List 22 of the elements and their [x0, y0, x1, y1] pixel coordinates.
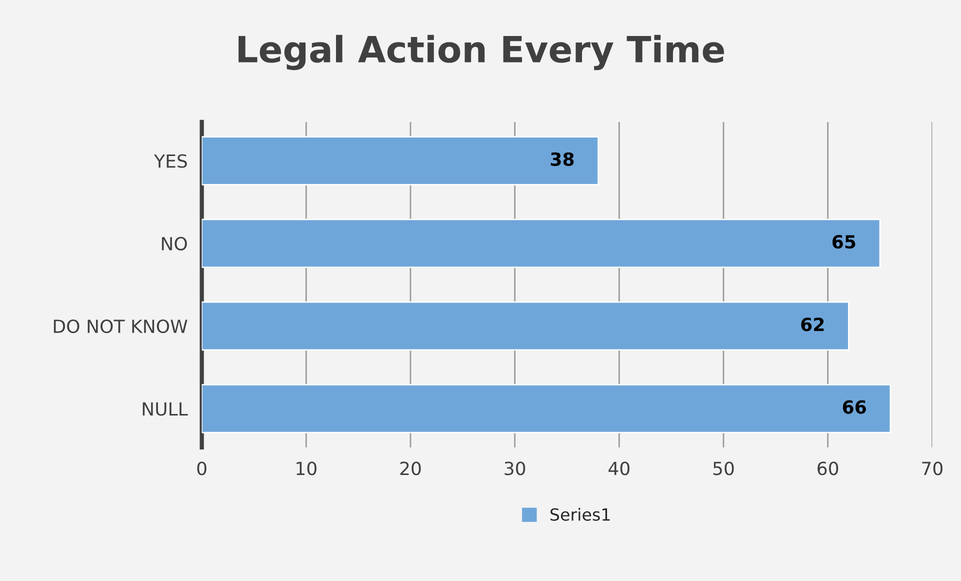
x-tick-label: 70	[922, 462, 942, 476]
x-tick-label: 10	[296, 462, 316, 476]
data-label: 38	[550, 152, 574, 166]
y-tick-label: NULL	[142, 402, 188, 416]
x-tick-label: 30	[504, 462, 526, 476]
y-tick-label: YES	[154, 154, 187, 168]
x-tick-label: 60	[818, 462, 838, 476]
x-tick-label: 40	[608, 462, 630, 476]
legend-label: Series1	[550, 508, 610, 521]
chart-title: Legal Action Every Time	[238, 34, 724, 70]
y-tick-label: NO	[162, 236, 187, 250]
bar	[202, 301, 850, 351]
y-tick-label: DO NOT KNOW	[54, 319, 188, 334]
data-label: 62	[801, 318, 824, 332]
x-tick-label: 50	[713, 462, 734, 476]
data-label: 66	[842, 400, 866, 414]
bar	[202, 136, 599, 186]
bar	[202, 384, 892, 434]
bar	[202, 218, 881, 268]
x-tick-label: 0	[197, 462, 206, 476]
data-label: 65	[832, 234, 856, 249]
x-tick-label: 20	[400, 462, 421, 476]
